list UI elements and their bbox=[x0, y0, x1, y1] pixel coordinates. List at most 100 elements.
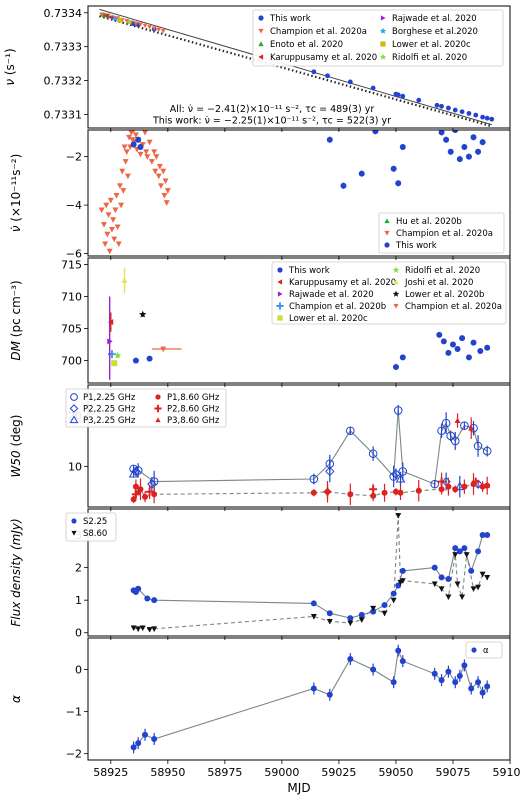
legend-marker bbox=[384, 218, 390, 224]
legend-entry: P2,8.60 GHz bbox=[167, 405, 220, 415]
data-point bbox=[399, 354, 406, 361]
data-point bbox=[436, 331, 443, 338]
data-point bbox=[452, 552, 459, 558]
data-point bbox=[358, 170, 365, 177]
legend-marker bbox=[392, 266, 400, 273]
data-point bbox=[456, 672, 463, 679]
data-point bbox=[372, 130, 379, 135]
data-point bbox=[415, 487, 422, 494]
series-this-work bbox=[132, 331, 491, 370]
legend-entry: Champion et al. 2020a bbox=[270, 27, 367, 37]
data-point bbox=[142, 493, 149, 500]
panel-alpha: −2 −1 0 α α bbox=[9, 637, 511, 764]
data-point bbox=[456, 548, 463, 555]
data-point bbox=[133, 21, 139, 27]
data-point bbox=[431, 581, 438, 587]
legend-marker bbox=[155, 394, 161, 400]
data-point bbox=[395, 647, 402, 654]
data-point bbox=[347, 79, 353, 85]
data-point bbox=[153, 154, 160, 160]
data-point bbox=[479, 689, 486, 696]
data-point bbox=[368, 449, 378, 458]
data-point bbox=[143, 149, 150, 155]
data-point bbox=[346, 426, 355, 436]
legend-marker bbox=[380, 41, 386, 47]
x-tick-label: 59075 bbox=[435, 766, 470, 779]
data-point bbox=[111, 236, 118, 243]
data-point bbox=[459, 109, 465, 115]
legend-marker bbox=[277, 279, 283, 285]
data-point bbox=[484, 574, 491, 581]
y-axis-label-main: Flux density (mJy) bbox=[9, 518, 23, 626]
data-point bbox=[151, 626, 158, 632]
data-point bbox=[162, 178, 169, 184]
data-point bbox=[452, 486, 459, 493]
data-point bbox=[144, 595, 151, 602]
series-s8-60 bbox=[130, 513, 491, 633]
data-point bbox=[461, 662, 468, 669]
data-point bbox=[107, 197, 114, 204]
data-point bbox=[325, 73, 330, 79]
y-tick-label: 0 bbox=[75, 627, 82, 640]
data-point bbox=[437, 426, 446, 436]
data-point bbox=[139, 310, 147, 318]
data-point bbox=[438, 586, 445, 592]
data-point bbox=[370, 605, 377, 612]
data-point bbox=[358, 617, 365, 623]
legend-marker bbox=[258, 28, 264, 34]
data-point bbox=[323, 487, 332, 496]
plot-area-nu bbox=[99, 8, 495, 128]
data-point bbox=[445, 668, 452, 675]
panel-nudot: −6 −4 −2 ν̇ (×10⁻¹¹s⁻²) Hu et al. 2020b Champ… bbox=[9, 129, 511, 261]
legend-entry: S2.25 bbox=[83, 517, 107, 527]
y-tick-label: −6 bbox=[66, 248, 82, 261]
data-point bbox=[399, 578, 406, 584]
x-tick-label: 58975 bbox=[207, 766, 242, 779]
data-point bbox=[438, 677, 445, 684]
data-point bbox=[447, 148, 454, 155]
y-tick-label: −4 bbox=[66, 199, 82, 212]
legend-box bbox=[65, 388, 227, 428]
legend-marker bbox=[276, 302, 284, 310]
y-tick-label: 710 bbox=[61, 290, 82, 303]
data-point bbox=[461, 545, 468, 552]
y-axis-label-unit: (deg) bbox=[9, 415, 23, 447]
data-point bbox=[164, 188, 171, 194]
data-point bbox=[454, 581, 461, 587]
data-point bbox=[358, 611, 365, 618]
x-tick-label: 59000 bbox=[264, 766, 299, 779]
data-point bbox=[475, 584, 482, 591]
data-point bbox=[399, 143, 406, 150]
data-point bbox=[475, 548, 482, 555]
y-tick-label: 0.7332 bbox=[44, 75, 83, 88]
data-point bbox=[395, 513, 402, 519]
data-point bbox=[369, 485, 378, 494]
data-point bbox=[326, 136, 333, 143]
data-point bbox=[347, 656, 354, 663]
data-point bbox=[468, 425, 475, 431]
legend-marker bbox=[258, 41, 264, 47]
legend-entry: Lower et al. 2020c bbox=[392, 40, 471, 50]
legend-entry: This work bbox=[269, 14, 311, 24]
data-point bbox=[479, 483, 486, 490]
data-point bbox=[151, 597, 158, 604]
data-point bbox=[130, 625, 137, 631]
data-point bbox=[393, 406, 403, 415]
data-point bbox=[310, 685, 317, 692]
legend-marker bbox=[71, 518, 77, 524]
legend-box bbox=[465, 641, 503, 659]
data-point bbox=[438, 574, 445, 581]
data-point bbox=[119, 168, 126, 175]
data-point bbox=[310, 614, 317, 620]
data-point bbox=[461, 143, 468, 150]
data-point bbox=[395, 92, 401, 98]
legend-marker bbox=[380, 15, 386, 21]
data-point bbox=[132, 357, 139, 364]
legend-box bbox=[378, 212, 505, 254]
axes-frame bbox=[87, 637, 511, 761]
y-tick-label: 0.7333 bbox=[44, 41, 83, 54]
data-point bbox=[381, 489, 388, 496]
data-point bbox=[326, 618, 333, 625]
y-axis-label-main: ν̇ bbox=[9, 222, 23, 233]
y-axis-label-unit: (pc cm⁻³) bbox=[9, 280, 23, 337]
